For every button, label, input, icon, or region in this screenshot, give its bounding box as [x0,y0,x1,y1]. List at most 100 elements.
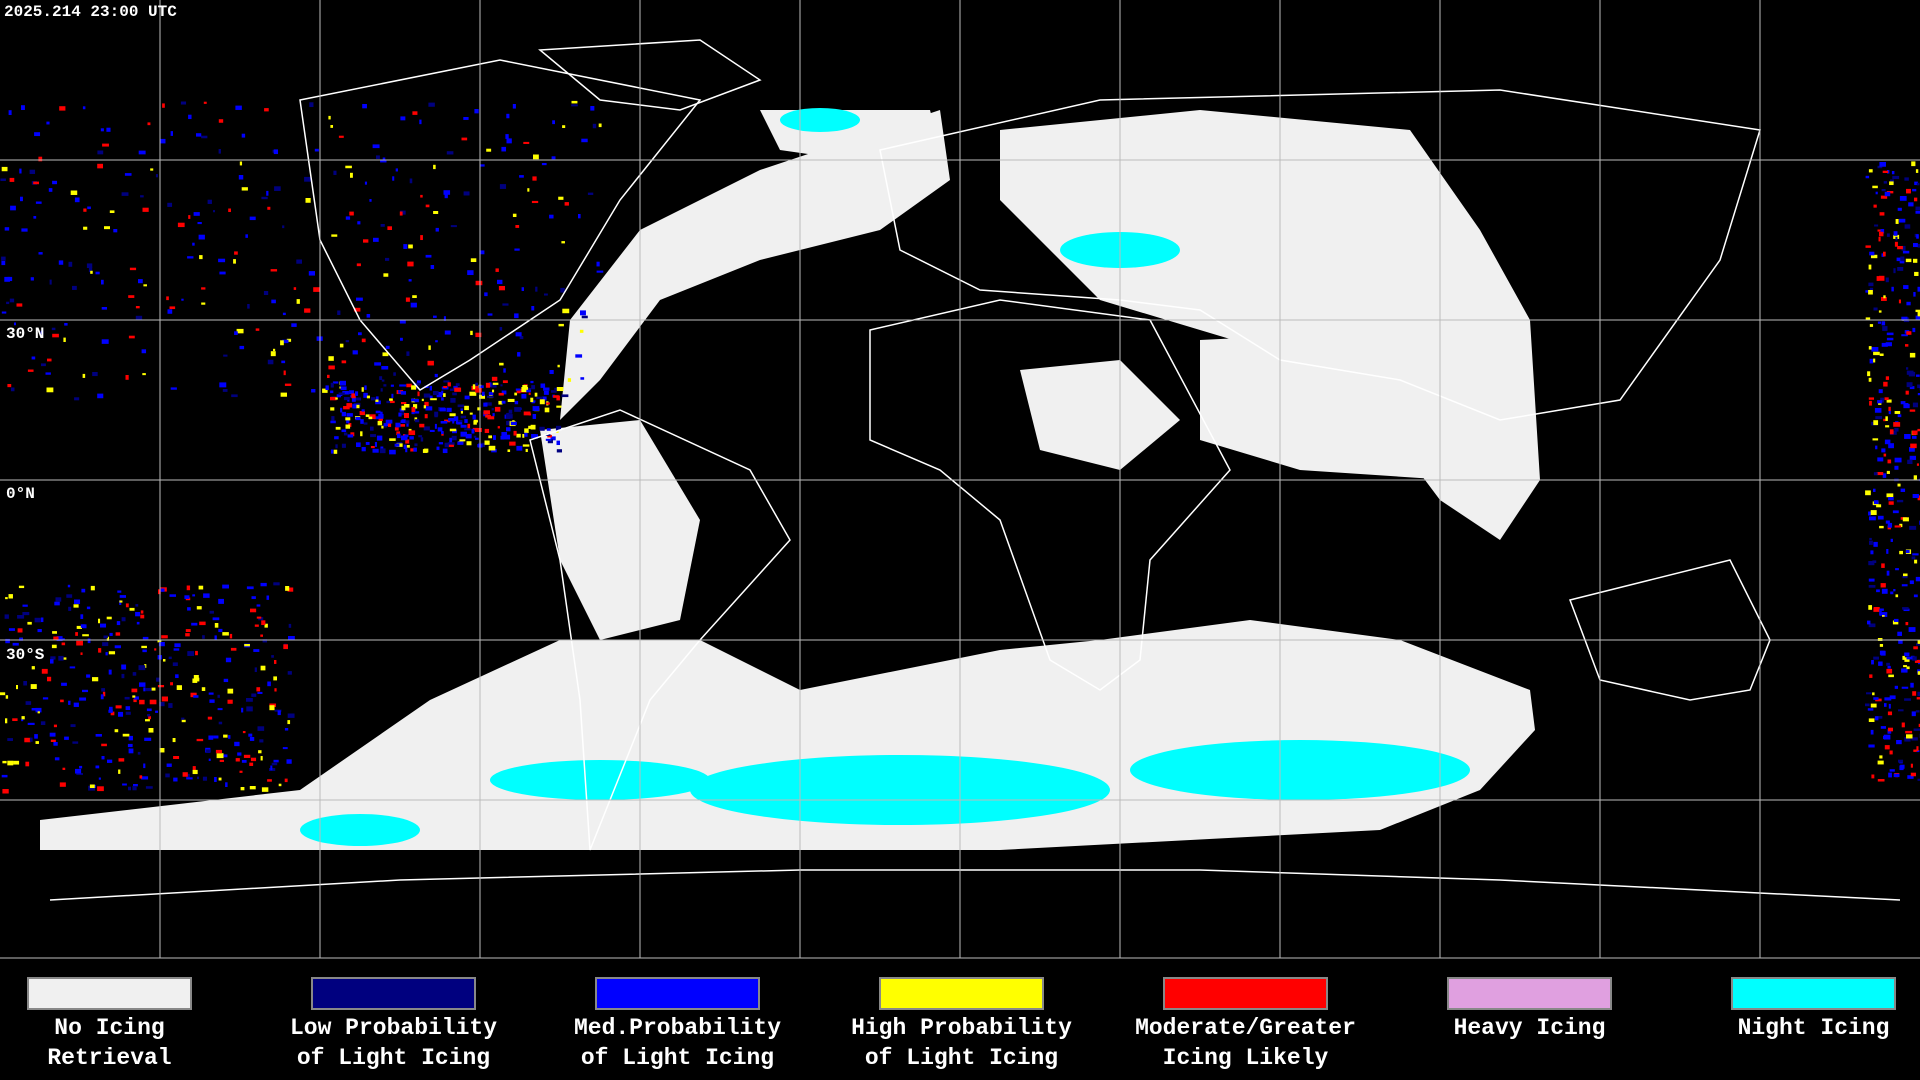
speckle [1868,377,1872,382]
speckle [100,694,104,700]
speckle [101,339,109,344]
speckle [1887,711,1893,716]
speckle [420,194,423,198]
speckle [1879,353,1884,356]
speckle [131,688,138,693]
speckle [132,672,137,676]
speckle [347,434,354,438]
speckle [219,271,226,275]
speckle [201,287,206,290]
speckle [95,734,102,737]
speckle [503,368,506,373]
speckle [434,373,438,378]
speckle [25,701,32,705]
speckle [64,323,68,326]
speckle [97,150,104,155]
speckle [1893,422,1901,427]
speckle [1902,655,1905,660]
speckle [484,440,490,445]
speckle [59,782,66,787]
speckle [401,405,406,411]
speckle [398,412,402,417]
speckle [1912,691,1917,696]
speckle [1869,358,1874,364]
speckle [509,441,516,446]
speckle [145,719,150,722]
speckle [282,339,289,344]
speckle [534,392,538,397]
speckle [12,718,18,722]
speckle [1917,384,1920,389]
speckle [222,632,229,636]
speckle [394,427,399,431]
speckle [530,424,536,430]
speckle [135,315,143,320]
speckle [194,677,200,682]
speckle [67,584,71,588]
speckle [1872,692,1875,696]
speckle [434,414,438,418]
speckle [1868,397,1875,400]
speckle [193,675,199,680]
speckle [460,410,464,414]
speckle [519,175,524,178]
speckle [21,228,28,232]
speckle [454,387,462,392]
speckle [381,366,389,370]
speckle [557,364,560,368]
speckle [235,105,242,110]
speckle [1876,504,1882,508]
speckle [408,279,412,282]
speckle [1868,511,1871,516]
speckle [1917,286,1920,292]
speckle [234,251,238,255]
speckle [1869,324,1874,327]
speckle [1898,299,1901,304]
speckle [167,309,173,314]
speckle [1884,703,1887,707]
speckle [140,614,145,619]
speckle [378,417,383,421]
speckle [346,413,353,417]
speckle [50,656,56,660]
speckle [18,585,25,589]
speckle [406,445,410,448]
speckle [280,392,288,397]
speckle [1889,750,1893,755]
night-icing-patch [300,814,420,846]
speckle [475,332,482,338]
speckle [1883,418,1886,422]
speckle [352,350,358,355]
speckle [523,141,530,144]
speckle [102,642,109,647]
speckle [19,637,23,641]
lat-label: 30°S [6,646,45,664]
speckle [261,620,266,626]
speckle [118,769,121,774]
speckle [1917,393,1920,396]
speckle [425,204,430,208]
speckle [1871,660,1874,665]
speckle [1877,400,1883,404]
speckle [400,337,403,341]
legend-label: Low Probability [290,1015,497,1041]
speckle [487,313,493,316]
speckle [304,176,311,182]
speckle [1894,465,1899,470]
speckle [530,380,534,384]
speckle [1890,538,1893,542]
speckle [1906,734,1913,739]
speckle [556,387,564,392]
speckle [282,225,285,229]
speckle [1895,236,1898,241]
speckle [1865,245,1871,248]
speckle [514,313,519,319]
speckle [90,585,95,591]
speckle [506,412,510,415]
speckle [1905,622,1909,626]
speckle [277,710,281,716]
speckle [1876,589,1880,593]
speckle [1897,483,1901,487]
speckle [463,191,470,196]
speckle [7,760,14,766]
